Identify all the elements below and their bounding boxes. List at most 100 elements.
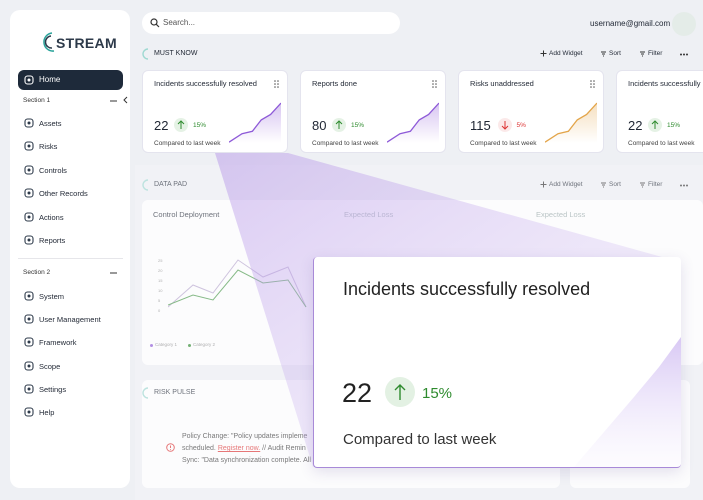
chart-tick-label: 10	[158, 288, 163, 293]
zoom-sparkline	[574, 337, 681, 467]
more-icon	[680, 184, 688, 187]
search-icon	[150, 18, 160, 28]
card-title: Incidents successfully r	[628, 79, 703, 88]
section-toggle	[110, 272, 117, 274]
chart-tick-label: 20	[158, 268, 163, 273]
pulse-link[interactable]: Register now.	[217, 445, 261, 452]
trend-arrow	[335, 120, 343, 129]
collapse-icon	[123, 96, 128, 104]
kpi-card[interactable]: Incidents successfully resolved 22 15% Com…	[142, 70, 288, 153]
divider	[18, 258, 123, 259]
trend-arrow	[177, 120, 185, 129]
nav-icon	[24, 361, 34, 371]
zoom-note: Compared to last week	[343, 431, 497, 448]
action-button[interactable]: Sort	[609, 50, 621, 57]
card-note: Compared to last week	[154, 140, 221, 147]
trend-arrow	[501, 121, 508, 130]
nav-item[interactable]: User Management	[39, 315, 101, 324]
kpi-card[interactable]: Incidents successfully r 22 15% Compared t…	[616, 70, 703, 153]
card-title: Incidents successfully resolved	[154, 79, 257, 88]
pulse-text: scheduled.	[182, 445, 218, 452]
nav-item[interactable]: Reports	[39, 236, 66, 245]
nav-icon	[24, 118, 34, 128]
nav-home[interactable]	[18, 70, 123, 90]
trend-value: 15%	[667, 122, 681, 129]
action-icon	[540, 50, 547, 57]
pulse-text: Policy Change: "Policy updates impleme	[182, 433, 308, 440]
chart-tick-label: 5	[158, 298, 161, 303]
chart-tick-label: 15	[158, 278, 163, 283]
nav-item[interactable]: Risks	[39, 142, 58, 151]
card-note: Compared to last week	[470, 140, 537, 147]
kpi-card[interactable]: Risks unaddressed 115 5% Compared to last …	[458, 70, 604, 153]
search-bar[interactable]	[142, 12, 400, 34]
logo-icon	[43, 32, 55, 52]
trend-arrow	[651, 120, 659, 129]
nav-item[interactable]: Scope	[39, 362, 61, 371]
nav-item[interactable]: Other Records	[39, 189, 88, 198]
action-icon	[640, 182, 645, 188]
pulse-text: // Audit Remin	[260, 445, 306, 452]
nav-item[interactable]: System	[39, 292, 65, 301]
nav-icon	[24, 235, 34, 245]
action-icon	[601, 182, 606, 188]
widget-title: Expected Loss	[536, 210, 586, 219]
card-value: 22	[154, 118, 169, 133]
nav-icon	[24, 407, 34, 417]
nav-icon	[24, 337, 34, 347]
sparkline	[387, 102, 439, 143]
zoom-trend-arrow	[394, 384, 406, 400]
nav-item[interactable]: Help	[39, 408, 55, 417]
pulse-line: scheduled. Register now. // Audit Remin	[182, 445, 306, 452]
nav-item[interactable]: Controls	[39, 166, 67, 175]
nav-icon	[24, 188, 34, 198]
action-button[interactable]: Sort	[609, 181, 621, 188]
action-icon	[540, 181, 547, 188]
drag-handle	[432, 80, 437, 88]
nav-item[interactable]: Framework	[39, 338, 77, 347]
drag-handle	[590, 80, 595, 88]
nav-section-title: Section 2	[23, 269, 51, 276]
card-title: Reports done	[312, 79, 358, 88]
action-button[interactable]: Filter	[648, 181, 663, 188]
nav-item[interactable]: Assets	[39, 119, 62, 128]
sparkline	[545, 102, 597, 143]
pulse-text: Sync: "Data synchronization complete. Al…	[182, 457, 317, 464]
nav-section-title: Section 1	[23, 97, 51, 104]
card-value: 115	[470, 118, 491, 133]
section-toggle	[110, 100, 117, 102]
card-value: 22	[628, 118, 643, 133]
nav-icon	[24, 291, 34, 301]
nav-item[interactable]: Settings	[39, 385, 67, 394]
pulse-line: Policy Change: "Policy updates impleme	[182, 433, 307, 440]
chart-tick-label: 25	[158, 258, 163, 263]
sparkline	[229, 102, 281, 143]
legend-dot	[188, 344, 191, 347]
alert-icon	[166, 443, 175, 452]
chart-tick-label: 0	[158, 308, 161, 313]
trend-value: 5%	[516, 122, 526, 129]
section-title: DATA PAD	[154, 181, 188, 188]
user-email[interactable]: username@gmail.com	[590, 19, 671, 28]
nav-icon	[24, 75, 34, 85]
nav-item[interactable]: Actions	[39, 213, 64, 222]
card-note: Compared to last week	[312, 140, 379, 147]
zoom-title: Incidents successfully resolved	[343, 279, 591, 299]
nav-home-label[interactable]: Home	[39, 75, 61, 84]
nav-icon	[24, 165, 34, 175]
action-button[interactable]: Filter	[648, 50, 663, 57]
trend-value: 15%	[193, 122, 207, 129]
avatar[interactable]	[672, 12, 696, 36]
zoom-value: 22	[342, 378, 373, 408]
search-placeholder: Search...	[163, 18, 196, 27]
action-button[interactable]: Add Widget	[549, 50, 583, 57]
zoom-trend-value: 15%	[422, 385, 453, 402]
action-icon	[640, 51, 645, 57]
widget-title: Control Deployment	[153, 210, 220, 219]
legend-label: Category 1	[155, 342, 178, 347]
action-button[interactable]: Add Widget	[549, 181, 583, 188]
more-icon	[680, 53, 688, 56]
kpi-card[interactable]: Reports done 80 15% Compared to last week	[300, 70, 446, 153]
